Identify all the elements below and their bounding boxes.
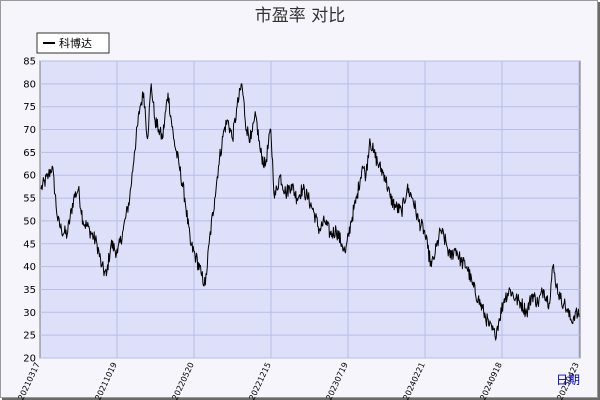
x-tick-label: 20210317 xyxy=(16,361,41,400)
y-tick-label: 20 xyxy=(23,354,36,365)
x-tick-label: 20240221 xyxy=(401,361,426,400)
y-tick-label: 30 xyxy=(23,308,36,319)
y-tick-label: 55 xyxy=(23,194,36,205)
series-line-0 xyxy=(40,83,580,341)
x-tick-label: 20240918 xyxy=(478,361,503,400)
x-tick-label: 20220520 xyxy=(170,361,195,400)
y-tick-label: 65 xyxy=(23,148,36,159)
series-layer xyxy=(40,83,580,341)
y-tick-label: 60 xyxy=(23,171,36,182)
legend: 科博达 xyxy=(36,32,110,54)
y-tick-label: 70 xyxy=(23,125,36,136)
plot-area xyxy=(39,60,581,359)
x-tick-label: 20230719 xyxy=(324,361,349,400)
y-tick-label: 50 xyxy=(23,216,36,227)
x-axis-label: 日期 xyxy=(556,373,580,387)
grid-lines xyxy=(40,60,580,359)
y-tick-label: 25 xyxy=(23,331,36,342)
y-tick-label: 35 xyxy=(23,285,36,296)
y-axis: 20 25 30 35 40 45 50 55 60 65 70 75 80 85 xyxy=(23,57,36,365)
legend-box xyxy=(36,32,110,54)
y-tick-label: 45 xyxy=(23,239,36,250)
x-tick-label: 20221215 xyxy=(247,361,272,400)
y-tick-label: 40 xyxy=(23,262,36,273)
y-tick-label: 80 xyxy=(23,79,36,90)
x-axis: 20210317 20211019 20220520 20221215 20230719… xyxy=(16,361,580,400)
chart-title: 市盈率 对比 xyxy=(255,6,345,26)
x-tick-label: 20211019 xyxy=(93,361,118,400)
legend-label: 科博达 xyxy=(59,36,92,50)
y-tick-label: 85 xyxy=(23,57,36,68)
y-tick-label: 75 xyxy=(23,102,36,113)
